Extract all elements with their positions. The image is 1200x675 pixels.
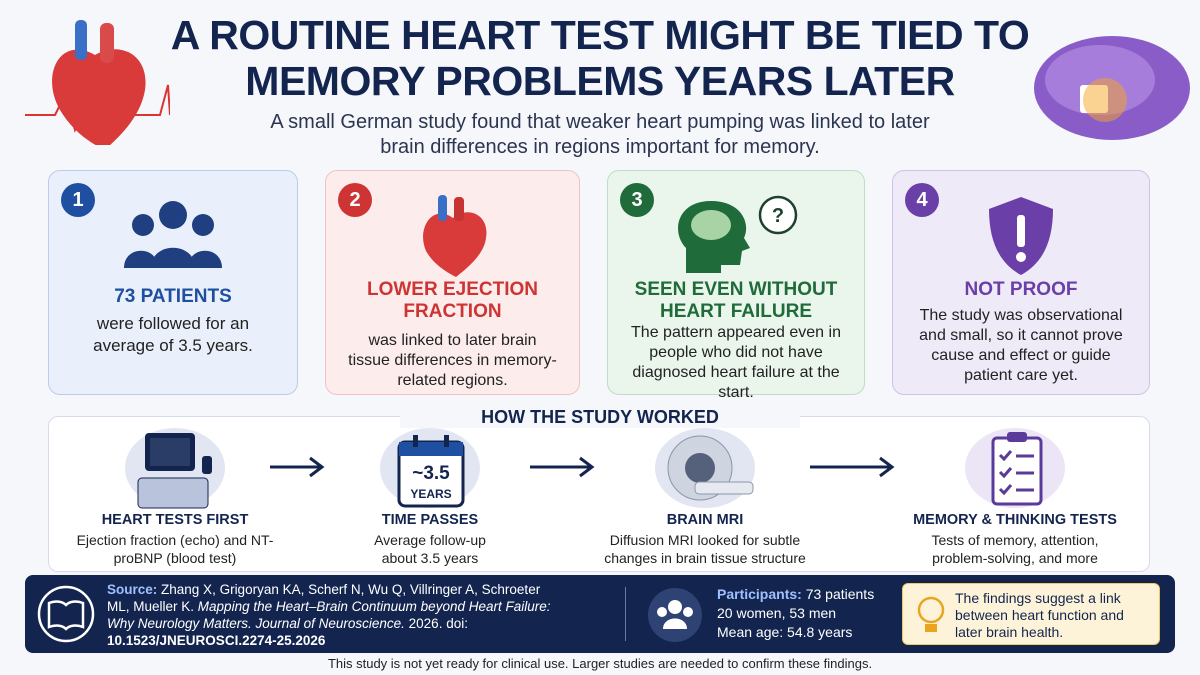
card-heading: NOT PROOF [964,279,1078,300]
echo-machine-icon [137,433,212,509]
participants-icon [648,588,702,642]
card: 2 LOWER EJECTION FRACTION was linked to … [325,170,580,395]
card-number: 3 [620,183,654,217]
card: 3 ? SEEN EVEN WITHOUT HEART FAILURE The … [607,170,865,401]
participants-sex: 20 women, 53 men [717,605,837,621]
card: 1 73 PATIENTS were followed for an avera… [48,170,298,395]
card-heading: LOWER EJECTION FRACTION [366,279,538,322]
heart-illustration [25,20,170,145]
subtitle: A small German study found that weaker h… [200,110,1000,160]
card-body: The pattern appeared even in people who … [631,324,841,401]
source-year: 2026. doi: [408,616,468,631]
calendar-unit: YEARS [410,487,451,501]
checklist-icon [991,432,1043,506]
arrow [530,456,595,478]
step-heading: TIME PASSES [381,512,479,528]
card-number: 2 [338,183,372,217]
subtitle-line: brain differences in regions important f… [380,136,820,158]
participants-age: Mean age: 54.8 years [717,624,853,640]
participants: Participants: 73 patients 20 women, 53 m… [717,585,907,642]
card-number: 1 [61,183,95,217]
title-line: A ROUTINE HEART TEST MIGHT BE TIED TO [170,12,1030,58]
heart-icon [422,195,486,277]
source-doi: 10.1523/JNEUROSCI.2274-25.2026 [107,633,326,648]
card: 4 NOT PROOF The study was observational … [892,170,1150,395]
card-body: was linked to later brain tissue differe… [348,332,557,389]
divider [625,587,626,641]
calendar-icon: ~3.5 YEARS [397,435,465,508]
card-number: 4 [905,183,939,217]
shield-icon [989,197,1053,275]
mri-icon [667,435,754,501]
title: A ROUTINE HEART TEST MIGHT BE TIED TO ME… [160,12,1040,104]
footer: Source: Zhang X, Grigoryan KA, Scherf N,… [25,575,1175,653]
calendar-value: ~3.5 [412,463,450,484]
source-citation: Source: Zhang X, Grigoryan KA, Scherf N,… [107,581,557,649]
source-label: Source: [107,582,158,597]
participants-label: Participants: [717,586,802,602]
step-heading: MEMORY & THINKING TESTS [913,512,1117,528]
card-heading: 73 PATIENTS [114,286,232,307]
head-question-icon: ? [678,195,798,273]
step-body: Ejection fraction (echo) and NT-proBNP (… [76,532,274,566]
step-body: Average follow-up about 3.5 years [374,532,486,566]
title-line: MEMORY PROBLEMS YEARS LATER [245,58,955,104]
section-title: HOW THE STUDY WORKED [400,407,800,428]
bulb-icon [917,596,945,632]
arrow [810,456,895,478]
card-heading: SEEN EVEN WITHOUT HEART FAILURE [634,279,838,322]
disclaimer: This study is not yet ready for clinical… [327,656,873,671]
people-icon [124,201,222,268]
card-body: were followed for an average of 3.5 year… [93,314,253,355]
brain-illustration [1034,36,1190,140]
step-body: Diffusion MRI looked for subtle changes … [604,532,806,566]
step-heading: HEART TESTS FIRST [101,512,249,528]
step-body: Tests of memory, attention, problem-solv… [931,532,1099,566]
arrow [270,456,325,478]
source-title: Mapping the Heart–Brain Continuum beyond… [107,599,551,631]
source-authors: Zhang X, Grigoryan KA, Scherf N, Wu Q, V… [107,582,541,614]
card-body: The study was observational and small, s… [919,307,1123,384]
callout: The findings suggest a link between hear… [902,583,1160,645]
step-heading: BRAIN MRI [666,512,744,528]
callout-text: The findings suggest a link between hear… [955,590,1124,640]
participants-count: 73 patients [805,586,875,602]
book-icon [37,585,95,643]
svg-text:?: ? [772,205,784,227]
subtitle-line: A small German study found that weaker h… [270,111,930,133]
